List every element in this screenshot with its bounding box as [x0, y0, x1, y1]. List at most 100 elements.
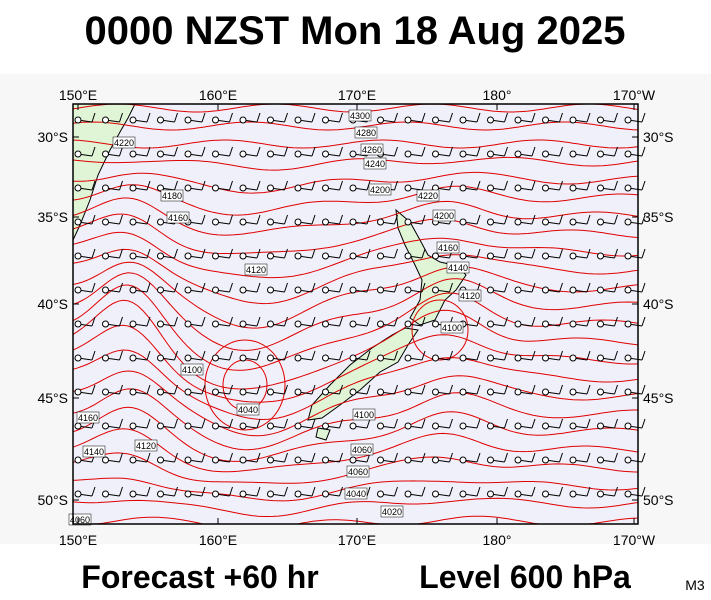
barb-feather: [339, 384, 343, 395]
barb-station: [212, 388, 219, 396]
contour-label: 4160: [78, 413, 98, 423]
contour-label-box: [360, 143, 384, 156]
contour-label-box: [458, 289, 482, 302]
barb-station: [432, 456, 439, 464]
barb-station: [294, 490, 302, 498]
barb-feather: [229, 180, 233, 191]
barb-station: [322, 150, 329, 158]
barb-station: [212, 184, 219, 192]
barb-feather: [256, 180, 261, 191]
barb-feather: [366, 384, 371, 395]
barb-feather: [146, 316, 151, 327]
barb-feather: [146, 112, 151, 123]
barb-feather: [119, 248, 123, 259]
contour-label: 4060: [70, 515, 90, 525]
barb-feather: [586, 350, 591, 361]
barb-station: [377, 286, 384, 294]
contour-label-box: [134, 439, 158, 452]
barb-station: [349, 320, 357, 328]
barb-feather: [284, 418, 288, 429]
contour-label-box: [446, 261, 470, 274]
barb-feather: [119, 180, 123, 191]
barb-feather: [559, 486, 563, 497]
lat-label-left: 30°S: [37, 129, 68, 145]
barb-feather: [119, 486, 123, 497]
barb-station: [569, 354, 577, 362]
barb-feather: [201, 248, 206, 259]
barb-station: [597, 184, 604, 192]
barb-station: [542, 116, 549, 124]
barb-station: [349, 218, 357, 226]
barb-feather: [119, 384, 123, 395]
barb-station: [377, 490, 384, 498]
barb-station: [74, 150, 82, 158]
barb-feather: [256, 112, 261, 123]
barb-feather: [366, 248, 371, 259]
barb-station: [294, 116, 302, 124]
barb-feather: [504, 384, 508, 395]
barb-feather: [201, 214, 206, 225]
barb-feather: [504, 214, 508, 225]
contour-line: [72, 156, 639, 171]
contour-line: [72, 477, 639, 502]
barb-feather: [614, 316, 618, 327]
barb-station: [129, 320, 137, 328]
barb-station: [157, 388, 164, 396]
barb-station: [459, 252, 467, 260]
barb-feather: [201, 486, 206, 497]
title: 0000 NZST Mon 18 Aug 2025: [85, 9, 626, 53]
barb-station: [377, 218, 384, 226]
barb-station: [267, 218, 274, 226]
barb-station: [102, 252, 109, 260]
barb-feather: [229, 316, 233, 327]
barb-feather: [146, 350, 151, 361]
barb-feather: [91, 214, 96, 225]
barb-station: [542, 252, 549, 260]
barb-feather: [586, 282, 591, 293]
barb-station: [487, 388, 494, 396]
barb-feather: [449, 418, 453, 429]
barb-feather: [366, 418, 371, 429]
barb-feather: [119, 418, 123, 429]
barb-station: [597, 320, 604, 328]
barb-station: [239, 456, 247, 464]
barb-station: [322, 320, 329, 328]
barb-feather: [366, 350, 371, 361]
barb-station: [184, 150, 192, 158]
contour-label-box: [352, 408, 376, 421]
barb-feather: [201, 316, 206, 327]
barb-feather: [421, 418, 426, 429]
barb-feather: [119, 282, 123, 293]
barb-feather: [449, 350, 453, 361]
barb-station: [102, 388, 109, 396]
contour-label: 4120: [246, 265, 266, 275]
barb-feather: [311, 384, 316, 395]
barb-station: [129, 354, 137, 362]
barb-station: [74, 286, 82, 294]
barb-station: [624, 422, 632, 430]
contour-line: [72, 406, 639, 462]
barb-feather: [531, 180, 536, 191]
barb-station: [597, 354, 604, 362]
barb-feather: [641, 180, 646, 191]
barb-feather: [531, 486, 536, 497]
barb-feather: [91, 282, 96, 293]
contour-line: [72, 171, 639, 194]
barb-station: [322, 490, 329, 498]
barb-station: [459, 422, 467, 430]
barb-station: [129, 150, 137, 158]
barb-station: [377, 116, 384, 124]
contour-label-box: [436, 241, 460, 254]
barb-feather: [504, 112, 508, 123]
contour-label-box: [363, 157, 387, 170]
lon-label-bottom: 180°: [483, 532, 512, 548]
barb-feather: [504, 316, 508, 327]
barb-station: [432, 116, 439, 124]
contour-label: 4120: [460, 291, 480, 301]
barb-feather: [476, 248, 481, 259]
barb-feather: [421, 350, 426, 361]
barb-feather: [504, 350, 508, 361]
barb-station: [514, 150, 522, 158]
barb-station: [514, 116, 522, 124]
model-code: M3: [685, 577, 705, 593]
